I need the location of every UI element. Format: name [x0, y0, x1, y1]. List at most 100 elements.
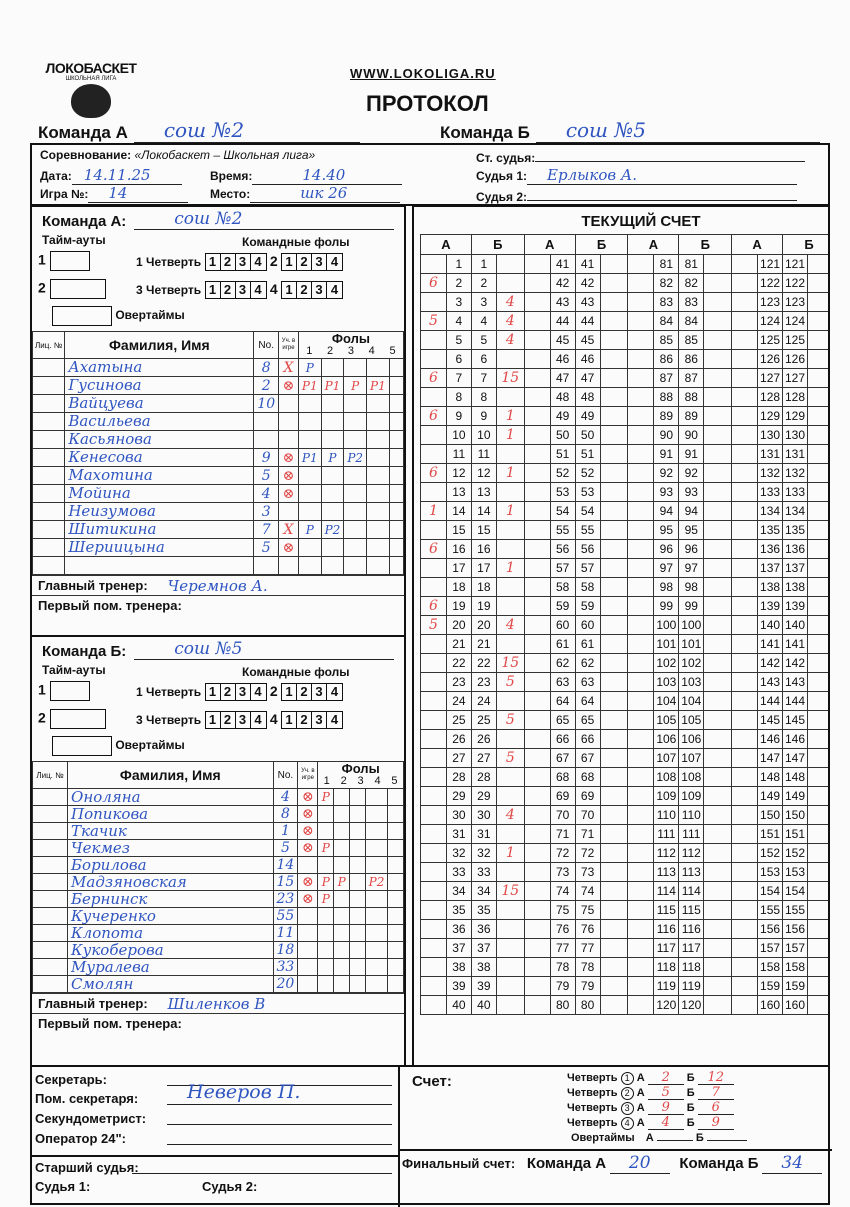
- score-b-cell[interactable]: 25: [470, 710, 497, 730]
- score-b-cell[interactable]: 70: [574, 805, 601, 825]
- timeout-box[interactable]: [49, 279, 106, 299]
- score-a-cell[interactable]: 35: [445, 900, 472, 920]
- timeout-box[interactable]: [49, 681, 90, 701]
- mark-cell[interactable]: [731, 691, 759, 711]
- score-a-cell[interactable]: 67: [549, 748, 576, 768]
- score-a-cell[interactable]: 53: [549, 482, 576, 502]
- mark-cell[interactable]: [599, 786, 629, 806]
- mark-cell[interactable]: [627, 463, 655, 483]
- mark-cell[interactable]: [420, 824, 447, 844]
- score-b-cell[interactable]: 16: [470, 539, 497, 559]
- mark-cell[interactable]: [523, 634, 551, 654]
- mark-cell[interactable]: [599, 976, 629, 996]
- score-a-cell[interactable]: 5: [445, 330, 472, 350]
- score-b-cell[interactable]: 22: [470, 653, 497, 673]
- score-a-cell[interactable]: 10: [445, 425, 472, 445]
- mark-cell[interactable]: [420, 995, 447, 1015]
- mark-cell[interactable]: [731, 577, 759, 597]
- score-b-cell[interactable]: 78: [574, 957, 601, 977]
- score-b-cell[interactable]: 126: [782, 349, 808, 369]
- mark-cell[interactable]: [495, 349, 525, 369]
- mark-cell[interactable]: [806, 482, 828, 502]
- mark-cell[interactable]: [806, 691, 828, 711]
- score-a-cell[interactable]: 138: [757, 577, 784, 597]
- mark-cell[interactable]: [703, 406, 733, 426]
- mark-cell[interactable]: [731, 881, 759, 901]
- mark-cell[interactable]: [627, 957, 655, 977]
- score-a-cell[interactable]: 86: [653, 349, 680, 369]
- score-a-cell[interactable]: 128: [757, 387, 784, 407]
- score-a-cell[interactable]: 57: [549, 558, 576, 578]
- score-b-cell[interactable]: 31: [470, 824, 497, 844]
- mark-cell[interactable]: 4: [495, 615, 525, 635]
- mark-cell[interactable]: [599, 995, 629, 1015]
- score-a-cell[interactable]: 109: [653, 786, 680, 806]
- score-b-cell[interactable]: 131: [782, 444, 808, 464]
- score-a-cell[interactable]: 30: [445, 805, 472, 825]
- score-a-cell[interactable]: 82: [653, 273, 680, 293]
- mark-cell[interactable]: [523, 292, 551, 312]
- mark-cell[interactable]: [627, 919, 655, 939]
- mark-cell[interactable]: [627, 710, 655, 730]
- mark-cell[interactable]: [703, 767, 733, 787]
- score-b-cell[interactable]: 33: [470, 862, 497, 882]
- score-a-cell[interactable]: 90: [653, 425, 680, 445]
- mark-cell[interactable]: [627, 539, 655, 559]
- mark-cell[interactable]: [731, 710, 759, 730]
- score-b-cell[interactable]: 43: [574, 292, 601, 312]
- score-b-cell[interactable]: 135: [782, 520, 808, 540]
- mark-cell[interactable]: [806, 843, 828, 863]
- mark-cell[interactable]: [627, 862, 655, 882]
- mark-cell[interactable]: [599, 482, 629, 502]
- mark-cell[interactable]: [627, 786, 655, 806]
- score-a-cell[interactable]: 81: [653, 254, 680, 274]
- mark-cell[interactable]: [806, 349, 828, 369]
- score-a-cell[interactable]: 52: [549, 463, 576, 483]
- mark-cell[interactable]: [806, 729, 828, 749]
- score-a-cell[interactable]: 75: [549, 900, 576, 920]
- mark-cell[interactable]: [806, 957, 828, 977]
- score-a-cell[interactable]: 77: [549, 938, 576, 958]
- score-a-cell[interactable]: 41: [549, 254, 576, 274]
- mark-cell[interactable]: [731, 729, 759, 749]
- mark-cell[interactable]: [627, 254, 655, 274]
- score-b-cell[interactable]: 159: [782, 976, 808, 996]
- mark-cell[interactable]: [599, 330, 629, 350]
- mark-cell[interactable]: [731, 995, 759, 1015]
- score-b-cell[interactable]: 14: [470, 501, 497, 521]
- score-a-cell[interactable]: 158: [757, 957, 784, 977]
- score-b-cell[interactable]: 9: [470, 406, 497, 426]
- mark-cell[interactable]: [627, 729, 655, 749]
- score-a-cell[interactable]: 127: [757, 368, 784, 388]
- score-b-cell[interactable]: 140: [782, 615, 808, 635]
- score-a-cell[interactable]: 47: [549, 368, 576, 388]
- score-b-cell[interactable]: 76: [574, 919, 601, 939]
- mark-cell[interactable]: 5: [495, 710, 525, 730]
- score-a-cell[interactable]: 1: [445, 254, 472, 274]
- mark-cell[interactable]: [495, 938, 525, 958]
- mark-cell[interactable]: 1: [495, 425, 525, 445]
- mark-cell[interactable]: [420, 748, 447, 768]
- mark-cell[interactable]: [495, 767, 525, 787]
- score-a-cell[interactable]: 46: [549, 349, 576, 369]
- score-b-cell[interactable]: 123: [782, 292, 808, 312]
- score-b-cell[interactable]: 86: [678, 349, 705, 369]
- score-a-cell[interactable]: 85: [653, 330, 680, 350]
- score-b-cell[interactable]: 26: [470, 729, 497, 749]
- mark-cell[interactable]: [627, 843, 655, 863]
- mark-cell[interactable]: [731, 330, 759, 350]
- mark-cell[interactable]: [627, 900, 655, 920]
- mark-cell[interactable]: [523, 577, 551, 597]
- mark-cell[interactable]: [599, 406, 629, 426]
- score-a-cell[interactable]: 17: [445, 558, 472, 578]
- score-b-cell[interactable]: 65: [574, 710, 601, 730]
- score-a-cell[interactable]: 15: [445, 520, 472, 540]
- score-a-cell[interactable]: 34: [445, 881, 472, 901]
- score-b-cell[interactable]: 127: [782, 368, 808, 388]
- score-a-cell[interactable]: 4: [445, 311, 472, 331]
- score-a-cell[interactable]: 32: [445, 843, 472, 863]
- mark-cell[interactable]: 6: [420, 539, 447, 559]
- mark-cell[interactable]: [806, 596, 828, 616]
- mark-cell[interactable]: [627, 938, 655, 958]
- score-a-cell[interactable]: 71: [549, 824, 576, 844]
